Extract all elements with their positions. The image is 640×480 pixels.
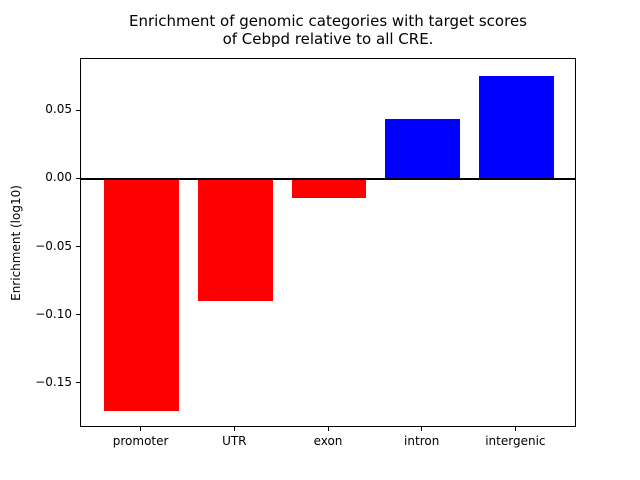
y-tick-mark: [76, 382, 80, 384]
y-tick-mark: [76, 109, 80, 111]
y-tick-label: 0.05: [45, 102, 72, 117]
bar-promoter: [104, 179, 180, 412]
zero-line: [81, 178, 575, 181]
y-tick-label: 0.00: [45, 170, 72, 185]
plot-area: [80, 58, 576, 427]
x-tick-label-intron: intron: [404, 434, 440, 448]
x-tick-mark: [514, 427, 516, 431]
chart-title: Enrichment of genomic categories with ta…: [128, 12, 527, 48]
x-tick-label-intergenic: intergenic: [485, 434, 546, 448]
bar-UTR: [197, 179, 273, 301]
bar-exon: [291, 179, 367, 199]
x-tick-mark: [421, 427, 423, 431]
x-tick-label-exon: exon: [313, 434, 343, 448]
x-tick-label-promoter: promoter: [112, 434, 169, 448]
x-tick-mark: [233, 427, 235, 431]
y-tick-label: −0.15: [35, 374, 72, 389]
y-tick-mark: [76, 246, 80, 248]
x-tick-mark: [140, 427, 142, 431]
x-tick-mark: [327, 427, 329, 431]
y-tick-label: −0.10: [35, 306, 72, 321]
bar-intergenic: [478, 75, 554, 180]
x-tick-label-UTR: UTR: [222, 434, 247, 448]
bar-intron: [385, 119, 461, 180]
y-tick-label: −0.05: [35, 238, 72, 253]
y-tick-mark: [76, 314, 80, 316]
y-tick-mark: [76, 177, 80, 179]
